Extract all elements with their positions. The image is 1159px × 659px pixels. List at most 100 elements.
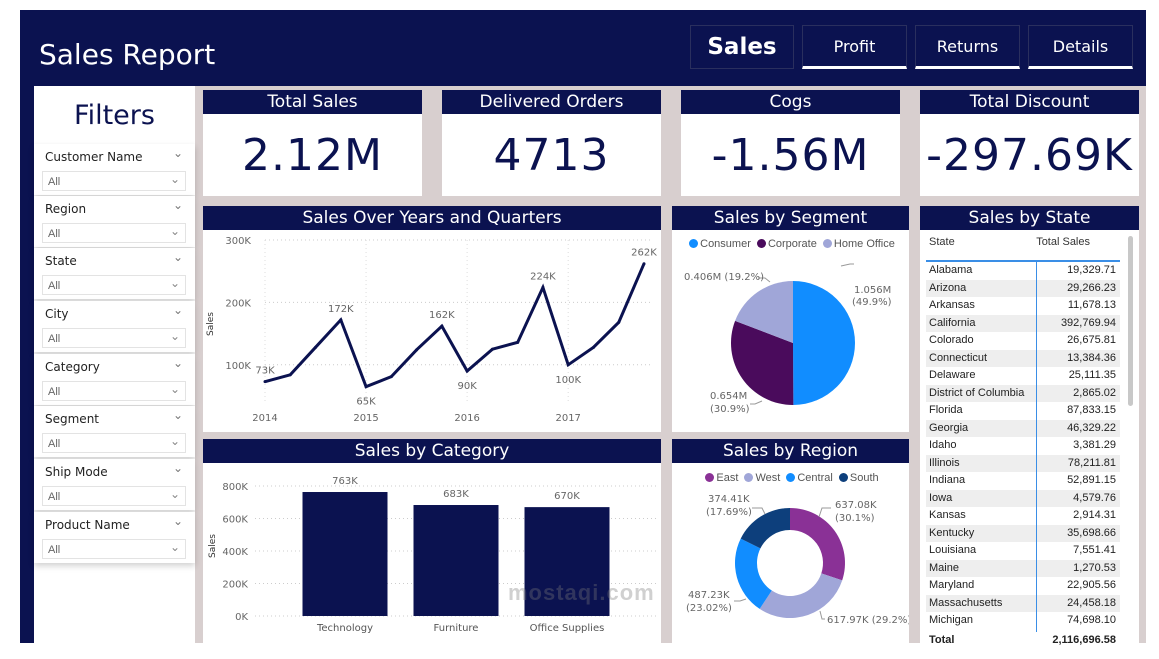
slicer-city[interactable]: City ⌄ All ⌄ — [34, 301, 195, 352]
data-point — [516, 340, 520, 344]
nav-profit-button[interactable]: Profit — [802, 25, 907, 69]
slicer-dropdown[interactable]: All ⌄ — [42, 486, 186, 506]
slicer-dropdown[interactable]: All ⌄ — [42, 223, 186, 243]
data-label: 1.056M — [854, 285, 891, 296]
table-row[interactable]: Alabama 19,329.71 — [926, 262, 1120, 280]
x-tick-label: 2016 — [454, 413, 479, 424]
segment-pie-svg: 1.056M(49.9%) 0.654M (30.9%) 0.406M (19.2%) — [684, 263, 892, 415]
table-scrollbar[interactable] — [1128, 236, 1133, 406]
column-header-total-sales[interactable]: Total Sales — [1036, 236, 1090, 248]
table-row[interactable]: Maine 1,270.53 — [926, 559, 1120, 577]
table-row[interactable]: Idaho 3,381.29 — [926, 437, 1120, 455]
table-row[interactable]: Florida 87,833.15 — [926, 402, 1120, 420]
bar-technology — [302, 492, 388, 616]
chevron-down-icon: ⌄ — [169, 224, 180, 238]
left-strip — [20, 86, 34, 643]
cell-state: Maine — [929, 561, 959, 574]
slicer-state[interactable]: State ⌄ All ⌄ — [34, 248, 195, 299]
table-row[interactable]: Iowa 4,579.76 — [926, 489, 1120, 507]
slicer-label: City — [45, 307, 69, 321]
slicer-dropdown[interactable]: All ⌄ — [42, 539, 186, 559]
slicer-ship-mode[interactable]: Ship Mode ⌄ All ⌄ — [34, 459, 195, 510]
cell-state: Kentucky — [929, 526, 975, 539]
table-row[interactable]: Arkansas 11,678.13 — [926, 297, 1120, 315]
kpi-card-delivered-orders: Delivered Orders 4713 — [442, 90, 661, 196]
slicer-dropdown[interactable]: All ⌄ — [42, 328, 186, 348]
table-row[interactable]: Colorado 26,675.81 — [926, 332, 1120, 350]
chevron-down-icon[interactable]: ⌄ — [172, 514, 183, 528]
legend-dot-home-office — [822, 239, 832, 248]
chevron-down-icon[interactable]: ⌄ — [172, 356, 183, 370]
data-label: (23.02%) — [686, 603, 732, 614]
table-row[interactable]: Delaware 25,111.35 — [926, 367, 1120, 385]
column-header-state[interactable]: State — [929, 236, 955, 248]
cell-state: Colorado — [929, 334, 974, 346]
y-tick-label: 100K — [225, 361, 251, 372]
slicer-dropdown[interactable]: All ⌄ — [42, 433, 186, 453]
chevron-down-icon: ⌄ — [169, 382, 180, 396]
region-donut-svg: 637.08K (30.1%) 617.97K (29.2%) 487.23K (23.… — [686, 494, 909, 626]
y-tick-label: 300K — [225, 236, 251, 247]
bar-chart-sales-by-category[interactable]: Sales by Category 0K 200K 400K 600K 800K Sale… — [203, 439, 661, 643]
slicer-category[interactable]: Category ⌄ All ⌄ — [34, 354, 195, 405]
table-row[interactable]: Massachusetts 24,458.18 — [926, 594, 1120, 612]
chevron-down-icon[interactable]: ⌄ — [172, 461, 183, 475]
cell-state: Arizona — [929, 281, 967, 294]
table-row[interactable]: District of Columbia 2,865.02 — [926, 384, 1120, 402]
cell-sales: 2,914.31 — [1073, 509, 1116, 521]
data-label: 224K — [530, 271, 556, 282]
legend-dot-corporate — [756, 239, 766, 248]
slicer-customer-name[interactable]: Customer Name ⌄ All ⌄ — [34, 144, 195, 195]
donut-chart-sales-by-region[interactable]: Sales by Region East West Central South … — [672, 439, 909, 643]
x-tick-label: Technology — [316, 623, 373, 634]
cell-state: Kansas — [929, 509, 966, 521]
data-label: 763K — [332, 476, 358, 487]
line-chart-sales-over-time[interactable]: Sales Over Years and Quarters 100K 200K 30… — [203, 206, 661, 432]
nav-sales-button[interactable]: Sales — [690, 25, 794, 69]
table-body: Alabama 19,329.71 Arizona 29,266.23 Arkansas… — [926, 262, 1120, 632]
table-row[interactable]: Maryland 22,905.56 — [926, 577, 1120, 595]
slicer-label: Region — [45, 202, 87, 216]
chevron-down-icon[interactable]: ⌄ — [172, 408, 183, 422]
table-row[interactable]: Kansas 2,914.31 — [926, 507, 1120, 525]
table-row[interactable]: California 392,769.94 — [926, 314, 1120, 332]
cell-state: Iowa — [929, 491, 953, 504]
cell-state: District of Columbia — [929, 386, 1025, 399]
data-label: 637.08K — [835, 500, 877, 511]
slicer-value: All — [48, 228, 61, 240]
table-row[interactable]: Arizona 29,266.23 — [926, 279, 1120, 297]
data-label: 0.654M — [710, 391, 747, 402]
nav-returns-button[interactable]: Returns — [915, 25, 1020, 69]
chevron-down-icon[interactable]: ⌄ — [172, 146, 183, 160]
data-label: 162K — [429, 310, 455, 321]
slicer-product-name[interactable]: Product Name ⌄ All ⌄ — [34, 512, 195, 563]
chevron-down-icon[interactable]: ⌄ — [172, 250, 183, 264]
data-label: 617.97K (29.2%) — [827, 615, 909, 626]
pie-chart-sales-by-segment[interactable]: Sales by Segment Consumer Corporate Home… — [672, 206, 909, 432]
slicer-segment[interactable]: Segment ⌄ All ⌄ — [34, 406, 195, 457]
nav-details-button[interactable]: Details — [1028, 25, 1133, 69]
table-row[interactable]: Indiana 52,891.15 — [926, 472, 1120, 490]
chevron-down-icon[interactable]: ⌄ — [172, 303, 183, 317]
data-label: 65K — [356, 397, 376, 408]
table-row[interactable]: Georgia 46,329.22 — [926, 419, 1120, 437]
table-row[interactable]: Kentucky 35,698.66 — [926, 524, 1120, 542]
slicer-dropdown[interactable]: All ⌄ — [42, 381, 186, 401]
bar-chart-svg: 0K 200K 400K 600K 800K Sales 763K Technology 683… — [208, 476, 658, 634]
slicer-dropdown[interactable]: All ⌄ — [42, 171, 186, 191]
kpi-value: 2.12M — [242, 130, 383, 181]
chevron-down-icon: ⌄ — [169, 487, 180, 501]
chevron-down-icon[interactable]: ⌄ — [172, 198, 183, 212]
table-row[interactable]: Louisiana 7,551.41 — [926, 542, 1120, 560]
table-row[interactable]: Illinois 78,211.81 — [926, 454, 1120, 472]
data-label: (30.9%) — [710, 404, 750, 415]
slicer-value: All — [48, 176, 61, 188]
slicer-dropdown[interactable]: All ⌄ — [42, 275, 186, 295]
donut-slice-east — [790, 508, 845, 581]
table-row[interactable]: Michigan 74,698.10 — [926, 612, 1120, 630]
slicer-region[interactable]: Region ⌄ All ⌄ — [34, 196, 195, 247]
cell-state: Indiana — [929, 474, 966, 486]
cell-sales: 19,329.71 — [1067, 264, 1116, 276]
table-row[interactable]: Connecticut 13,384.36 — [926, 349, 1120, 367]
kpi-title: Cogs — [681, 90, 900, 114]
